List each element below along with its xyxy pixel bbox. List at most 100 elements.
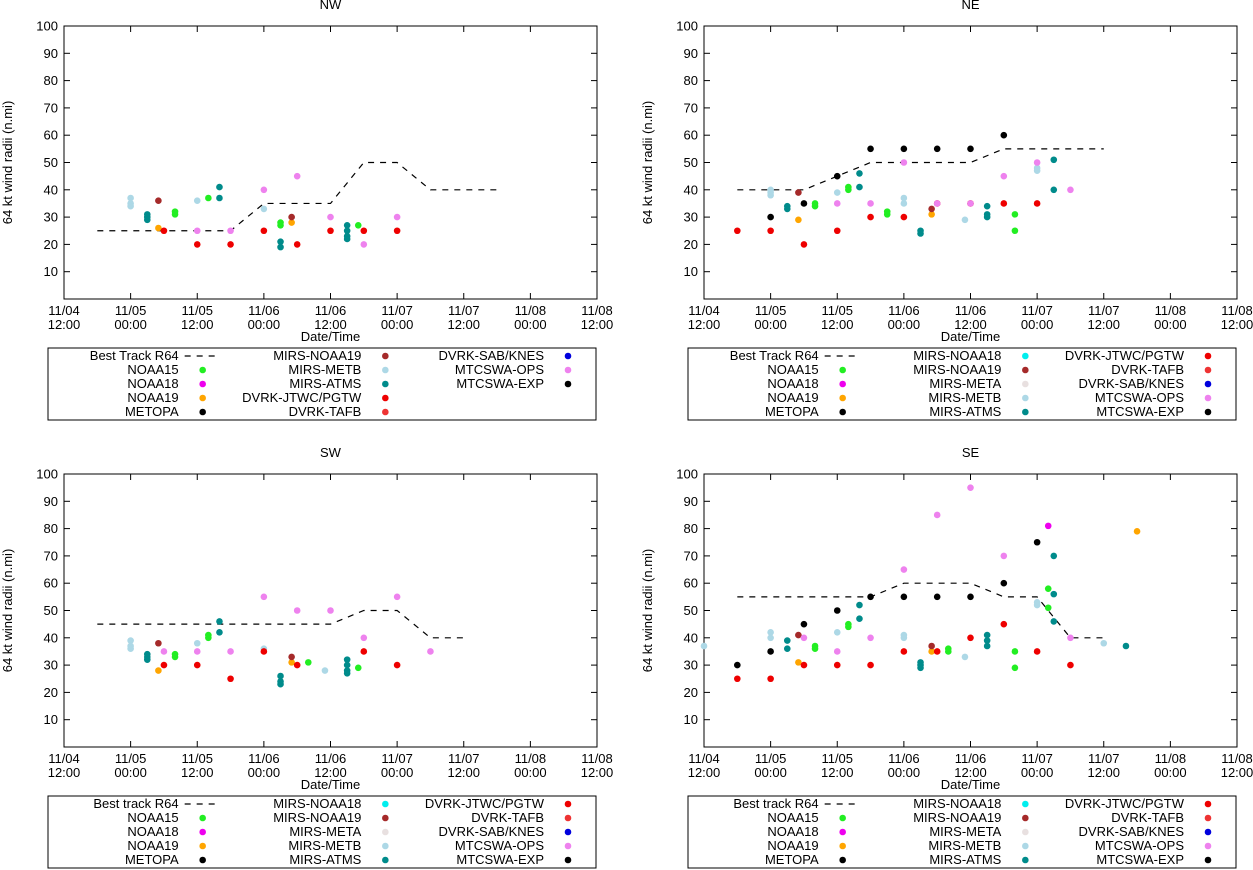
series-noaa18 bbox=[1044, 522, 1052, 530]
data-point bbox=[393, 213, 401, 221]
data-point bbox=[193, 241, 201, 248]
data-point bbox=[1000, 131, 1008, 139]
data-point bbox=[900, 648, 908, 655]
data-point bbox=[900, 566, 908, 573]
x-tick-label: 11/07 00:00 bbox=[381, 303, 414, 332]
y-tick-label: 80 bbox=[684, 73, 698, 88]
y-tick-label: 70 bbox=[684, 100, 698, 115]
data-point bbox=[143, 656, 151, 663]
data-point bbox=[327, 227, 334, 235]
x-tick-label: 11/08 00:00 bbox=[1154, 303, 1187, 332]
data-point bbox=[354, 664, 362, 672]
data-point bbox=[393, 661, 401, 669]
data-point bbox=[900, 634, 908, 642]
data-point bbox=[427, 648, 434, 655]
data-point bbox=[360, 648, 368, 655]
x-tick-label: 11/06 12:00 bbox=[314, 303, 347, 332]
legend-box bbox=[47, 795, 597, 869]
legend-label: METOPA bbox=[125, 404, 179, 419]
y-axis-label: 64 kt wind radii (n.mi) bbox=[0, 101, 15, 225]
series-noaa19 bbox=[155, 659, 295, 674]
legend-label: MTCSWA-OPS bbox=[1095, 838, 1184, 853]
legend-label: MTCSWA-EXP bbox=[456, 852, 544, 867]
legend-dot-sample bbox=[1022, 380, 1029, 388]
data-point bbox=[343, 235, 351, 243]
y-tick-label: 10 bbox=[44, 712, 58, 727]
x-tick-label: 11/06 00:00 bbox=[888, 751, 921, 780]
data-point bbox=[160, 648, 168, 655]
series-dvrk-jtwc-pgtw bbox=[160, 648, 401, 683]
series-noaa19 bbox=[795, 211, 935, 224]
data-point bbox=[900, 200, 908, 207]
best-track-line bbox=[737, 148, 1104, 191]
legend-label: MIRS-NOAA18 bbox=[273, 796, 361, 811]
data-point bbox=[800, 620, 808, 628]
legend-dot-sample bbox=[564, 380, 572, 388]
data-point bbox=[360, 227, 368, 235]
data-point bbox=[1011, 211, 1019, 218]
data-point bbox=[867, 661, 874, 669]
series-mtcswa-ops bbox=[800, 484, 1074, 655]
data-point bbox=[856, 170, 863, 177]
legend-dot-sample bbox=[1204, 352, 1212, 360]
y-tick-label: 100 bbox=[676, 19, 698, 34]
series-mirs-atms bbox=[143, 618, 351, 688]
x-tick-label: 11/05 12:00 bbox=[821, 751, 854, 780]
data-point bbox=[304, 659, 312, 666]
data-point bbox=[1067, 186, 1074, 194]
data-point bbox=[983, 642, 991, 650]
data-point bbox=[260, 593, 268, 601]
y-tick-label: 40 bbox=[684, 182, 698, 197]
x-tick-label: 11/04 12:00 bbox=[48, 751, 81, 780]
legend-label: DVRK-SAB/KNES bbox=[439, 824, 545, 839]
x-tick-label: 11/06 12:00 bbox=[954, 303, 987, 332]
y-tick-label: 100 bbox=[36, 467, 58, 482]
y-tick-label: 80 bbox=[684, 521, 698, 536]
series-dvrk-jtwc-pgtw bbox=[734, 620, 1074, 683]
y-tick-label: 60 bbox=[684, 128, 698, 143]
legend-dot-sample bbox=[839, 828, 846, 836]
legend-label: DVRK-SAB/KNES bbox=[439, 348, 545, 363]
y-tick-label: 30 bbox=[44, 210, 58, 225]
legend-dot-sample bbox=[1022, 366, 1029, 374]
data-point bbox=[1100, 639, 1108, 647]
x-tick-label: 11/06 12:00 bbox=[314, 751, 347, 780]
data-point bbox=[867, 634, 874, 642]
data-point bbox=[767, 634, 774, 642]
legend-label: NOAA18 bbox=[127, 824, 178, 839]
legend-dot-sample bbox=[199, 842, 206, 850]
legend-label: MTCSWA-OPS bbox=[1095, 390, 1184, 405]
series-noaa15 bbox=[811, 183, 1019, 235]
x-tick-label: 11/04 12:00 bbox=[688, 751, 721, 780]
legend-dot-sample bbox=[839, 380, 846, 388]
legend-dot-sample bbox=[382, 800, 389, 808]
legend-dot-sample bbox=[564, 842, 572, 850]
data-point bbox=[833, 648, 841, 655]
legend-label: Best track R64 bbox=[733, 796, 818, 811]
data-point bbox=[900, 213, 908, 221]
y-tick-label: 70 bbox=[684, 548, 698, 563]
series-mtcswa-ops bbox=[193, 172, 401, 248]
data-point bbox=[227, 675, 234, 683]
legend-label: MIRS-ATMS bbox=[289, 376, 361, 391]
series-dvrk-jtwc-pgtw bbox=[734, 200, 1041, 248]
data-point bbox=[1000, 552, 1008, 560]
data-point bbox=[1033, 159, 1041, 166]
legend-label: NOAA19 bbox=[127, 390, 178, 405]
x-tick-label: 11/06 00:00 bbox=[248, 303, 281, 332]
legend-label: METOPA bbox=[765, 404, 819, 419]
legend-dot-sample bbox=[199, 814, 206, 822]
y-tick-label: 10 bbox=[684, 712, 698, 727]
series-mirs-metb bbox=[700, 599, 1108, 661]
x-axis-label: Date/Time bbox=[301, 329, 360, 344]
plot-frame bbox=[703, 473, 1238, 748]
data-point bbox=[795, 659, 802, 666]
data-point bbox=[193, 227, 201, 235]
data-point bbox=[767, 227, 774, 235]
legend-label: DVRK-TAFB bbox=[471, 810, 544, 825]
legend-label: DVRK-SAB/KNES bbox=[1079, 824, 1185, 839]
data-point bbox=[833, 607, 841, 614]
x-tick-label: 11/08 12:00 bbox=[1221, 751, 1253, 780]
data-point bbox=[127, 202, 134, 210]
y-tick-label: 60 bbox=[684, 576, 698, 591]
